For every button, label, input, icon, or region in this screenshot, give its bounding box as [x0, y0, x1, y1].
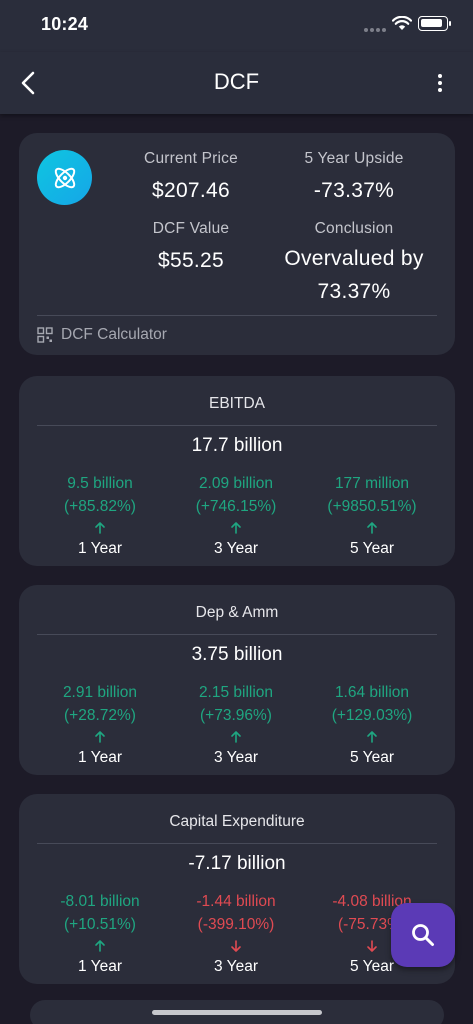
metric-period-column: -4.08 billion (-75.73%) 5 Year: [302, 890, 442, 978]
wifi-icon: [392, 16, 412, 30]
period-label: 1 Year: [78, 958, 122, 975]
search-fab-button[interactable]: [391, 903, 455, 967]
upside-label: 5 Year Upside: [304, 150, 404, 167]
chevron-left-icon: [21, 71, 35, 95]
more-vertical-icon: [438, 74, 442, 78]
arrow-up-icon: [166, 518, 306, 538]
period-change: (+10.51%): [64, 916, 136, 933]
metric-period-column: 177 million (+9850.51%) 5 Year: [302, 472, 442, 560]
period-change: (+129.03%): [331, 707, 413, 724]
conclusion-line-2: 73.37%: [317, 280, 391, 303]
metric-card-dep-amm: Dep & Amm 3.75 billion 2.91 billion (+28.…: [19, 585, 455, 775]
metric-title: Capital Expenditure: [169, 813, 305, 830]
period-label: 1 Year: [78, 749, 122, 766]
period-value: -4.08 billion: [332, 893, 412, 910]
period-value: 2.15 billion: [198, 684, 274, 701]
metric-value: 17.7 billion: [191, 435, 283, 456]
atom-icon: [54, 167, 75, 188]
arrow-down-icon: [302, 936, 442, 956]
period-label: 3 Year: [214, 749, 258, 766]
status-bar: 10:24: [0, 0, 473, 52]
period-change: (+28.72%): [64, 707, 136, 724]
dcf-summary-card: Current Price $207.46 5 Year Upside -73.…: [19, 133, 455, 355]
period-change: (+73.96%): [200, 707, 272, 724]
conclusion-line-1: Overvalued by: [284, 247, 424, 270]
metric-period-column: 2.91 billion (+28.72%) 1 Year: [30, 681, 170, 769]
current-price-value: $207.46: [151, 179, 230, 202]
metric-value: -7.17 billion: [188, 853, 286, 874]
period-value: 2.09 billion: [198, 475, 274, 492]
period-label: 3 Year: [214, 540, 258, 557]
metric-title: Dep & Amm: [195, 604, 279, 621]
arrow-up-icon: [166, 727, 306, 747]
period-label: 1 Year: [78, 540, 122, 557]
dcf-calculator-label: DCF Calculator: [61, 326, 167, 343]
metric-period-column: 2.15 billion (+73.96%) 3 Year: [166, 681, 306, 769]
arrow-up-icon: [30, 518, 170, 538]
arrow-up-icon: [30, 727, 170, 747]
battery-icon: [418, 16, 451, 31]
metric-period-column: 9.5 billion (+85.82%) 1 Year: [30, 472, 170, 560]
period-change: (+746.15%): [195, 498, 277, 515]
cellular-signal-icon: [364, 28, 386, 32]
period-label: 5 Year: [350, 749, 394, 766]
metric-value: 3.75 billion: [191, 644, 283, 665]
period-value: 9.5 billion: [67, 475, 133, 492]
divider: [37, 843, 437, 844]
home-indicator[interactable]: [152, 1010, 322, 1015]
arrow-up-icon: [302, 518, 442, 538]
more-options-button[interactable]: [430, 70, 450, 96]
status-time: 10:24: [41, 14, 89, 34]
metric-title: EBITDA: [209, 395, 265, 412]
conclusion-value: Overvalued by 73.37%: [269, 242, 439, 308]
period-change: (-75.73%): [337, 916, 407, 933]
current-price-label: Current Price: [144, 150, 238, 167]
divider: [37, 425, 437, 426]
metric-card-capital-expenditure: Capital Expenditure -7.17 billion -8.01 b…: [19, 794, 455, 984]
period-value: -8.01 billion: [60, 893, 140, 910]
back-button[interactable]: [14, 68, 42, 98]
current-price-block: Current Price $207.46: [119, 150, 263, 207]
company-logo: [37, 150, 92, 205]
divider: [37, 634, 437, 635]
grid-icon: [37, 327, 53, 343]
arrow-up-icon: [302, 727, 442, 747]
dcf-calculator-link[interactable]: DCF Calculator: [37, 326, 167, 344]
dcf-value-block: DCF Value $55.25: [119, 220, 263, 277]
period-label: 3 Year: [214, 958, 258, 975]
period-change: (+9850.51%): [327, 498, 417, 515]
dcf-value: $55.25: [157, 249, 225, 272]
period-value: 2.91 billion: [62, 684, 138, 701]
arrow-up-icon: [30, 936, 170, 956]
period-label: 5 Year: [350, 958, 394, 975]
upside-block: 5 Year Upside -73.37%: [276, 150, 432, 207]
metric-period-column: 2.09 billion (+746.15%) 3 Year: [166, 472, 306, 560]
metric-period-column: -8.01 billion (+10.51%) 1 Year: [30, 890, 170, 978]
upside-value: -73.37%: [313, 179, 395, 202]
arrow-down-icon: [166, 936, 306, 956]
period-change: (+85.82%): [64, 498, 136, 515]
conclusion-label: Conclusion: [314, 220, 394, 237]
metric-period-column: 1.64 billion (+129.03%) 5 Year: [302, 681, 442, 769]
search-icon: [412, 924, 434, 946]
app-bar: DCF: [0, 52, 473, 114]
conclusion-block: Conclusion Overvalued by 73.37%: [269, 220, 439, 308]
period-change: (-399.10%): [197, 916, 275, 933]
metric-card-ebitda: EBITDA 17.7 billion 9.5 billion (+85.82%)…: [19, 376, 455, 566]
period-value: 177 million: [334, 475, 410, 492]
period-value: 1.64 billion: [334, 684, 410, 701]
divider: [37, 315, 437, 316]
period-label: 5 Year: [350, 540, 394, 557]
metric-period-column: -1.44 billion (-399.10%) 3 Year: [166, 890, 306, 978]
dcf-value-label: DCF Value: [152, 220, 230, 237]
period-value: -1.44 billion: [196, 893, 276, 910]
page-title: DCF: [213, 69, 260, 94]
